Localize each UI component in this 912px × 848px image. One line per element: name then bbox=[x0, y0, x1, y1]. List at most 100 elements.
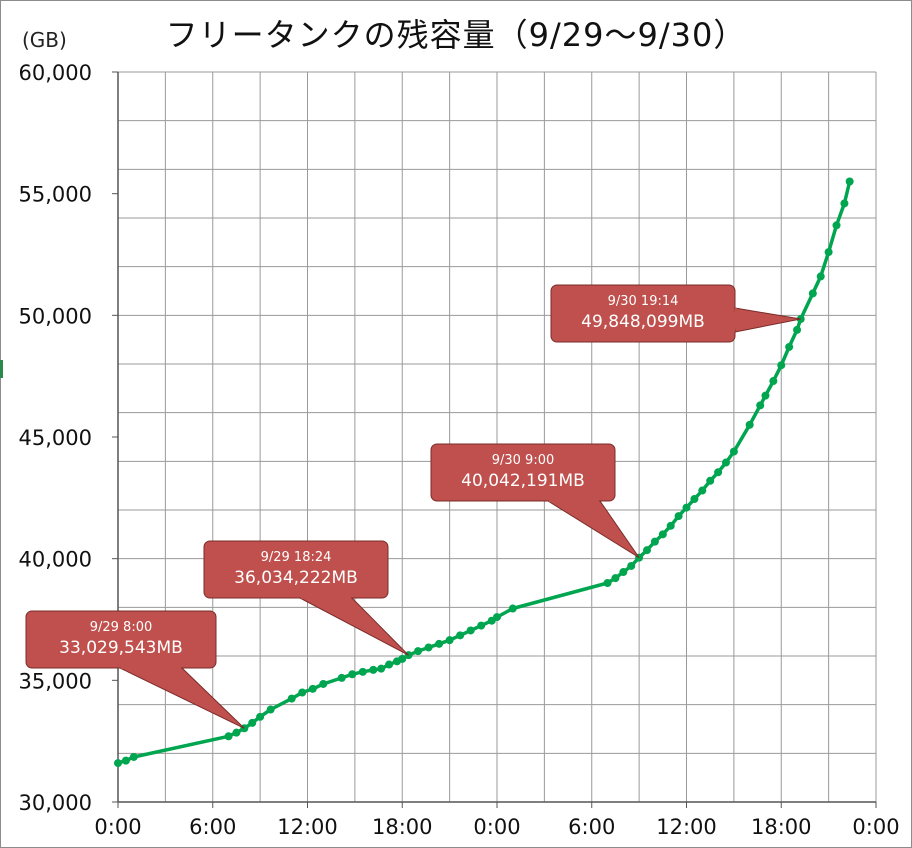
y-tick-label: 40,000 bbox=[19, 548, 92, 572]
data-point bbox=[769, 377, 778, 386]
data-point bbox=[698, 486, 707, 495]
data-point bbox=[793, 325, 802, 334]
data-point bbox=[761, 391, 770, 400]
data-point bbox=[256, 712, 265, 721]
data-point bbox=[666, 521, 675, 530]
data-point bbox=[603, 579, 612, 587]
data-point bbox=[777, 361, 786, 370]
x-tick-label: 18:00 bbox=[372, 815, 433, 839]
data-point bbox=[266, 705, 275, 714]
callout-date: 9/29 18:24 bbox=[261, 550, 332, 565]
data-point bbox=[658, 530, 667, 539]
chart-title: フリータンクの残容量（9/29～9/30） bbox=[165, 16, 747, 54]
data-point bbox=[840, 199, 849, 208]
y-tick-label: 55,000 bbox=[19, 183, 92, 207]
callout-box bbox=[430, 443, 616, 502]
x-tick-label: 0:00 bbox=[852, 815, 899, 839]
y-tick-label: 50,000 bbox=[19, 304, 92, 328]
data-point bbox=[477, 621, 486, 630]
data-point bbox=[619, 568, 628, 577]
data-point bbox=[348, 670, 357, 679]
data-point bbox=[721, 458, 730, 467]
data-point bbox=[824, 248, 833, 257]
data-point bbox=[643, 546, 652, 555]
data-point bbox=[845, 177, 854, 186]
data-point bbox=[756, 401, 765, 410]
data-point bbox=[745, 420, 754, 429]
callout-value: 33,029,543MB bbox=[59, 638, 183, 658]
y-tick-labels: 30,000 35,000 40,000 45,000 50,000 55,000 60,0… bbox=[19, 61, 92, 815]
data-point bbox=[808, 289, 817, 298]
data-point bbox=[690, 495, 699, 504]
data-point bbox=[308, 684, 317, 693]
callout-pointer bbox=[546, 500, 640, 559]
y-tick-label: 60,000 bbox=[19, 61, 92, 85]
callout-value: 49,848,099MB bbox=[581, 312, 705, 332]
data-point bbox=[358, 667, 367, 676]
data-point bbox=[832, 221, 841, 230]
data-point bbox=[129, 752, 138, 761]
data-point bbox=[435, 639, 444, 648]
callout: 9/30 9:00 40,042,191MB bbox=[430, 443, 640, 559]
data-point bbox=[298, 688, 307, 697]
data-point bbox=[232, 728, 241, 737]
callout-pointer bbox=[734, 307, 801, 333]
callout: 9/30 19:14 49,848,099MB bbox=[550, 284, 801, 343]
data-point bbox=[714, 468, 723, 477]
data-point bbox=[377, 664, 386, 673]
x-tick-label: 6:00 bbox=[189, 815, 236, 839]
x-tick-label: 12:00 bbox=[277, 815, 338, 839]
edge-marker bbox=[0, 360, 3, 378]
callout-pointer bbox=[119, 667, 245, 729]
y-axis-unit: (GB) bbox=[22, 28, 67, 52]
x-tick-label: 0:00 bbox=[473, 815, 520, 839]
callout: 9/29 8:00 33,029,543MB bbox=[25, 610, 245, 729]
data-point bbox=[369, 665, 378, 674]
data-point bbox=[248, 718, 257, 727]
callout-value: 36,034,222MB bbox=[234, 568, 358, 588]
axes bbox=[112, 71, 877, 808]
x-tick-labels: 0:00 6:00 12:00 18:00 0:00 6:00 12:00 18:00 0:00 bbox=[94, 815, 899, 839]
data-point bbox=[466, 626, 475, 635]
data-point bbox=[414, 647, 423, 656]
callout-seam bbox=[733, 307, 737, 333]
y-tick-label: 45,000 bbox=[19, 426, 92, 450]
x-tick-label: 12:00 bbox=[656, 815, 717, 839]
data-point bbox=[385, 660, 394, 669]
data-point bbox=[650, 537, 659, 546]
data-point bbox=[627, 561, 636, 570]
data-point bbox=[287, 694, 296, 703]
x-tick-label: 6:00 bbox=[568, 815, 615, 839]
data-point bbox=[445, 636, 454, 645]
callout-date: 9/29 8:00 bbox=[90, 620, 153, 635]
callout-value: 40,042,191MB bbox=[461, 471, 585, 491]
data-point bbox=[816, 272, 825, 281]
callouts: 9/29 8:00 33,029,543MB 9/29 18:24 36,034,22… bbox=[25, 284, 801, 729]
callout-pointer bbox=[299, 597, 409, 656]
data-point bbox=[729, 447, 738, 456]
data-point bbox=[398, 654, 407, 663]
data-point bbox=[674, 512, 683, 521]
x-tick-label: 18:00 bbox=[751, 815, 812, 839]
data-point bbox=[114, 759, 122, 768]
data-point bbox=[706, 476, 715, 485]
data-point bbox=[456, 631, 465, 640]
x-tick-label: 0:00 bbox=[94, 815, 141, 839]
callout-date: 9/30 19:14 bbox=[608, 294, 679, 309]
callout: 9/29 18:24 36,034,222MB bbox=[203, 540, 409, 656]
callout-date: 9/30 9:00 bbox=[492, 453, 555, 468]
data-point bbox=[682, 503, 691, 512]
y-tick-label: 30,000 bbox=[19, 791, 92, 815]
data-point bbox=[424, 643, 433, 652]
data-point bbox=[319, 679, 328, 688]
data-point bbox=[224, 732, 233, 741]
data-point bbox=[611, 574, 620, 583]
data-point bbox=[493, 613, 501, 622]
data-point bbox=[785, 342, 794, 351]
data-point bbox=[337, 673, 346, 682]
grid bbox=[117, 71, 877, 803]
data-point bbox=[121, 756, 130, 765]
callout-box bbox=[203, 540, 389, 599]
